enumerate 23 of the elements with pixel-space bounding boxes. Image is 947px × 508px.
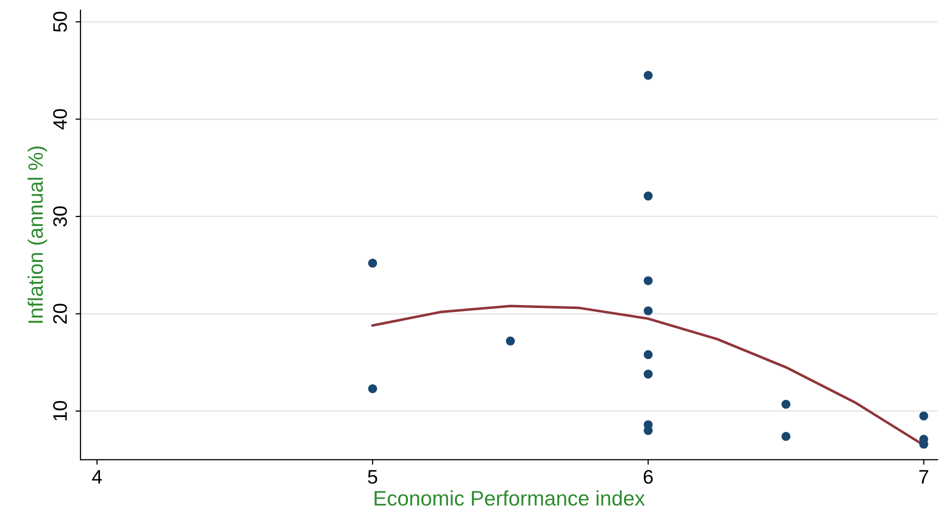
y-tick-label: 10 — [53, 401, 67, 420]
point — [781, 432, 790, 441]
point — [919, 411, 928, 420]
point — [781, 400, 790, 409]
point — [644, 70, 653, 80]
point — [644, 192, 653, 201]
y-tick-label: 20 — [53, 304, 67, 324]
x-tick-label: 7 — [919, 470, 928, 484]
y-tick-label: 40 — [53, 109, 67, 130]
point — [506, 336, 515, 346]
point — [644, 306, 653, 316]
y-tick-label: 30 — [53, 206, 67, 227]
x-tick-label: 5 — [368, 470, 378, 484]
point — [368, 384, 378, 394]
y-axis-title: Inflation (annual %) — [28, 146, 48, 323]
y-tick-label: 50 — [53, 12, 67, 32]
point — [644, 276, 653, 286]
point — [644, 350, 653, 360]
x-tick-label: 6 — [644, 470, 653, 484]
x-tick-label: 4 — [92, 470, 102, 484]
point — [644, 370, 653, 379]
point — [368, 258, 378, 268]
x-axis-title: Economic Performance index — [374, 490, 645, 506]
